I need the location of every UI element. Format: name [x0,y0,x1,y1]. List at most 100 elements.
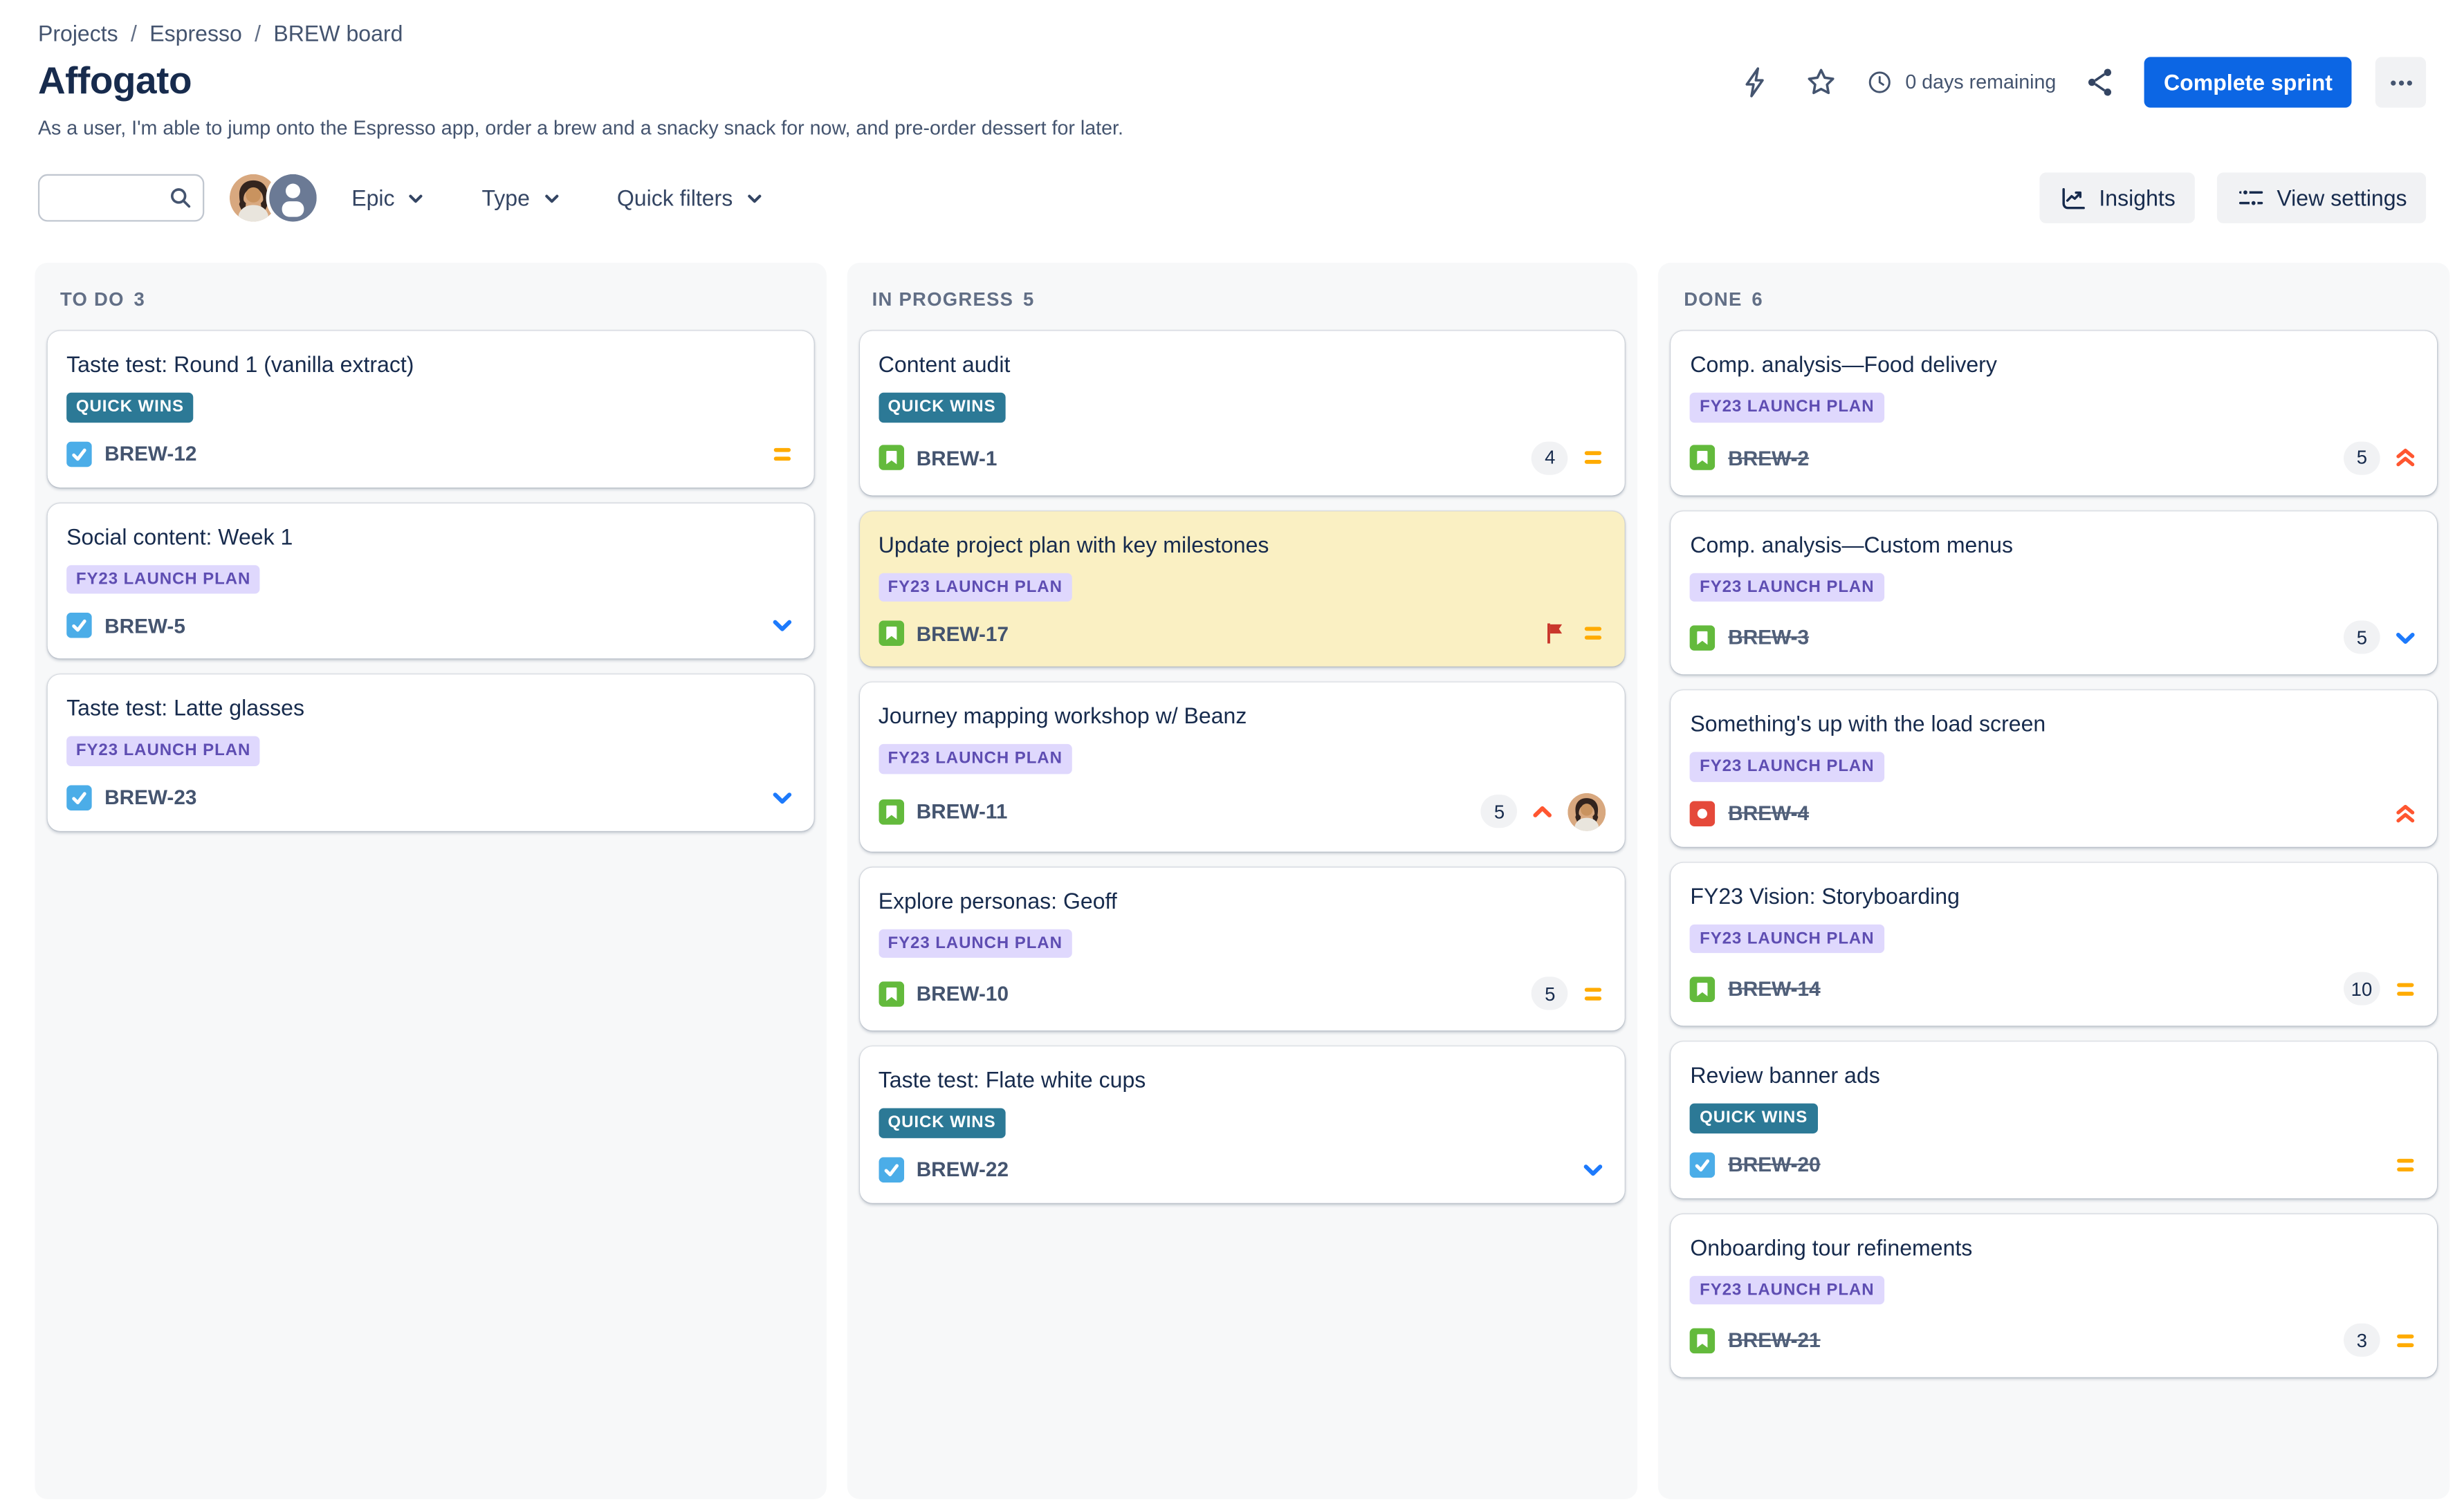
priority-highest-icon [2393,800,2418,826]
breadcrumb-projects[interactable]: Projects [37,20,118,46]
issue-key: BREW-4 [1728,801,1810,825]
column-count: 6 [1752,288,1763,310]
days-remaining-text: 0 days remaining [1905,71,2057,94]
column-todo: TO DO 3 Taste test: Round 1 (vanilla ext… [35,263,827,1499]
card-title: Comp. analysis—Custom menus [1690,531,2014,557]
task-icon [66,613,92,638]
search-input[interactable] [37,174,205,222]
type-filter-dropdown[interactable]: Type [481,185,563,211]
card-brew-2[interactable]: Comp. analysis—Food delivery FY23 LAUNCH… [1671,331,2438,495]
issue-key: BREW-17 [916,621,1009,645]
share-button[interactable] [2080,62,2122,103]
favorite-button[interactable] [1801,62,1842,103]
priority-medium-icon [2393,1327,2418,1353]
complete-sprint-button[interactable]: Complete sprint [2144,57,2352,108]
issue-key: BREW-11 [916,799,1008,824]
column-header: IN PROGRESS 5 [859,275,1625,331]
sliders-icon [2236,183,2265,212]
toolbar-right: Insights View settings [2039,172,2427,223]
priority-low-icon [2393,624,2418,650]
column-name: TO DO [59,288,125,310]
quick-filters-dropdown[interactable]: Quick filters [617,185,766,210]
priority-highest-icon [2393,445,2418,470]
story-icon [1690,1327,1716,1353]
card-brew-11[interactable]: Journey mapping workshop w/ Beanz FY23 L… [859,682,1626,851]
estimate-badge: 3 [2344,1323,2380,1357]
card-brew-22[interactable]: Taste test: Flate white cups QUICK WINS … [859,1046,1626,1203]
card-title: Review banner ads [1690,1062,1880,1088]
card-brew-4[interactable]: Something's up with the load screen FY23… [1671,690,2438,846]
card-title: Comp. analysis—Food delivery [1690,351,1997,377]
unassigned-avatar[interactable] [269,174,317,222]
column-in-progress: IN PROGRESS 5 Content audit QUICK WINS B… [846,263,1638,1499]
estimate-badge: 4 [1532,441,1569,474]
card-brew-1[interactable]: Content audit QUICK WINS BREW-1 4 [859,331,1626,495]
card-title: Update project plan with key milestones [878,531,1269,557]
label-badge: FY23 LAUNCH PLAN [1690,1274,1884,1305]
label-badge: FY23 LAUNCH PLAN [66,736,261,766]
priority-low-icon [769,784,795,810]
issue-key: BREW-12 [104,441,197,466]
automation-button[interactable] [1736,62,1777,103]
card-brew-12[interactable]: Taste test: Round 1 (vanilla extract) QU… [47,331,813,487]
issue-key: BREW-10 [916,981,1009,1005]
estimate-badge: 10 [2343,972,2380,1005]
assignee-avatar[interactable] [1568,792,1606,831]
card-brew-5[interactable]: Social content: Week 1 FY23 LAUNCH PLAN … [47,502,813,659]
priority-medium-icon [2393,1151,2418,1177]
more-actions-button[interactable] [2375,57,2427,108]
card-title: Something's up with the load screen [1690,710,2046,736]
label-badge: FY23 LAUNCH PLAN [1690,752,1884,781]
breadcrumb: Projects / Espresso / BREW board [38,21,2426,46]
type-filter-label: Type [481,185,530,211]
days-remaining-chip[interactable]: 0 days remaining [1866,68,2056,96]
column-count: 5 [1023,288,1035,310]
issue-key: BREW-5 [104,613,185,638]
epic-filter-dropdown[interactable]: Epic [351,185,427,210]
priority-low-icon [1581,1156,1606,1182]
card-brew-21[interactable]: Onboarding tour refinements FY23 LAUNCH … [1671,1213,2438,1378]
issue-key: BREW-3 [1728,625,1810,649]
priority-low-icon [769,613,795,638]
breadcrumb-espresso[interactable]: Espresso [149,20,242,46]
priority-medium-icon [1581,445,1606,470]
view-settings-button[interactable]: View settings [2216,172,2427,223]
story-icon [879,620,904,646]
breadcrumb-separator: / [131,20,137,46]
card-title: Taste test: Flate white cups [878,1066,1146,1093]
assignee-filter-avatars [230,174,317,222]
card-title: Taste test: Latte glasses [66,694,304,721]
priority-medium-icon [769,441,795,467]
estimate-badge: 5 [1481,795,1518,828]
issue-key: BREW-21 [1728,1328,1821,1352]
estimate-badge: 5 [2344,620,2380,654]
card-brew-17[interactable]: Update project plan with key milestones … [859,510,1626,667]
label-badge: FY23 LAUNCH PLAN [878,743,1072,774]
breadcrumb-brew-board[interactable]: BREW board [273,20,403,46]
priority-medium-icon [1581,981,1606,1006]
lightning-icon [1739,65,1774,100]
label-badge: FY23 LAUNCH PLAN [1690,392,1884,423]
insights-button[interactable]: Insights [2039,172,2195,223]
ellipsis-icon [2386,67,2416,97]
story-icon [879,799,904,824]
chevron-down-icon [404,186,427,210]
card-title: Social content: Week 1 [66,523,293,549]
chevron-down-icon [540,186,563,210]
task-icon [1690,1151,1716,1177]
column-name: IN PROGRESS [872,288,1014,310]
card-brew-3[interactable]: Comp. analysis—Custom menus FY23 LAUNCH … [1671,510,2438,675]
column-header: DONE 6 [1671,275,2437,331]
board-columns: TO DO 3 Taste test: Round 1 (vanilla ext… [35,263,2450,1499]
issue-key: BREW-23 [104,785,197,809]
card-brew-20[interactable]: Review banner ads QUICK WINS BREW-20 [1671,1041,2438,1198]
page-title: Affogato [37,59,192,103]
story-icon [879,445,904,470]
label-badge: QUICK WINS [1690,1103,1817,1133]
sprint-goal-description: As a user, I'm able to jump onto the Esp… [37,117,1123,140]
card-brew-10[interactable]: Explore personas: Geoff FY23 LAUNCH PLAN… [859,866,1626,1031]
card-brew-23[interactable]: Taste test: Latte glasses FY23 LAUNCH PL… [47,674,813,831]
column-name: DONE [1684,288,1743,310]
card-brew-14[interactable]: FY23 Vision: Storyboarding FY23 LAUNCH P… [1671,862,2438,1026]
